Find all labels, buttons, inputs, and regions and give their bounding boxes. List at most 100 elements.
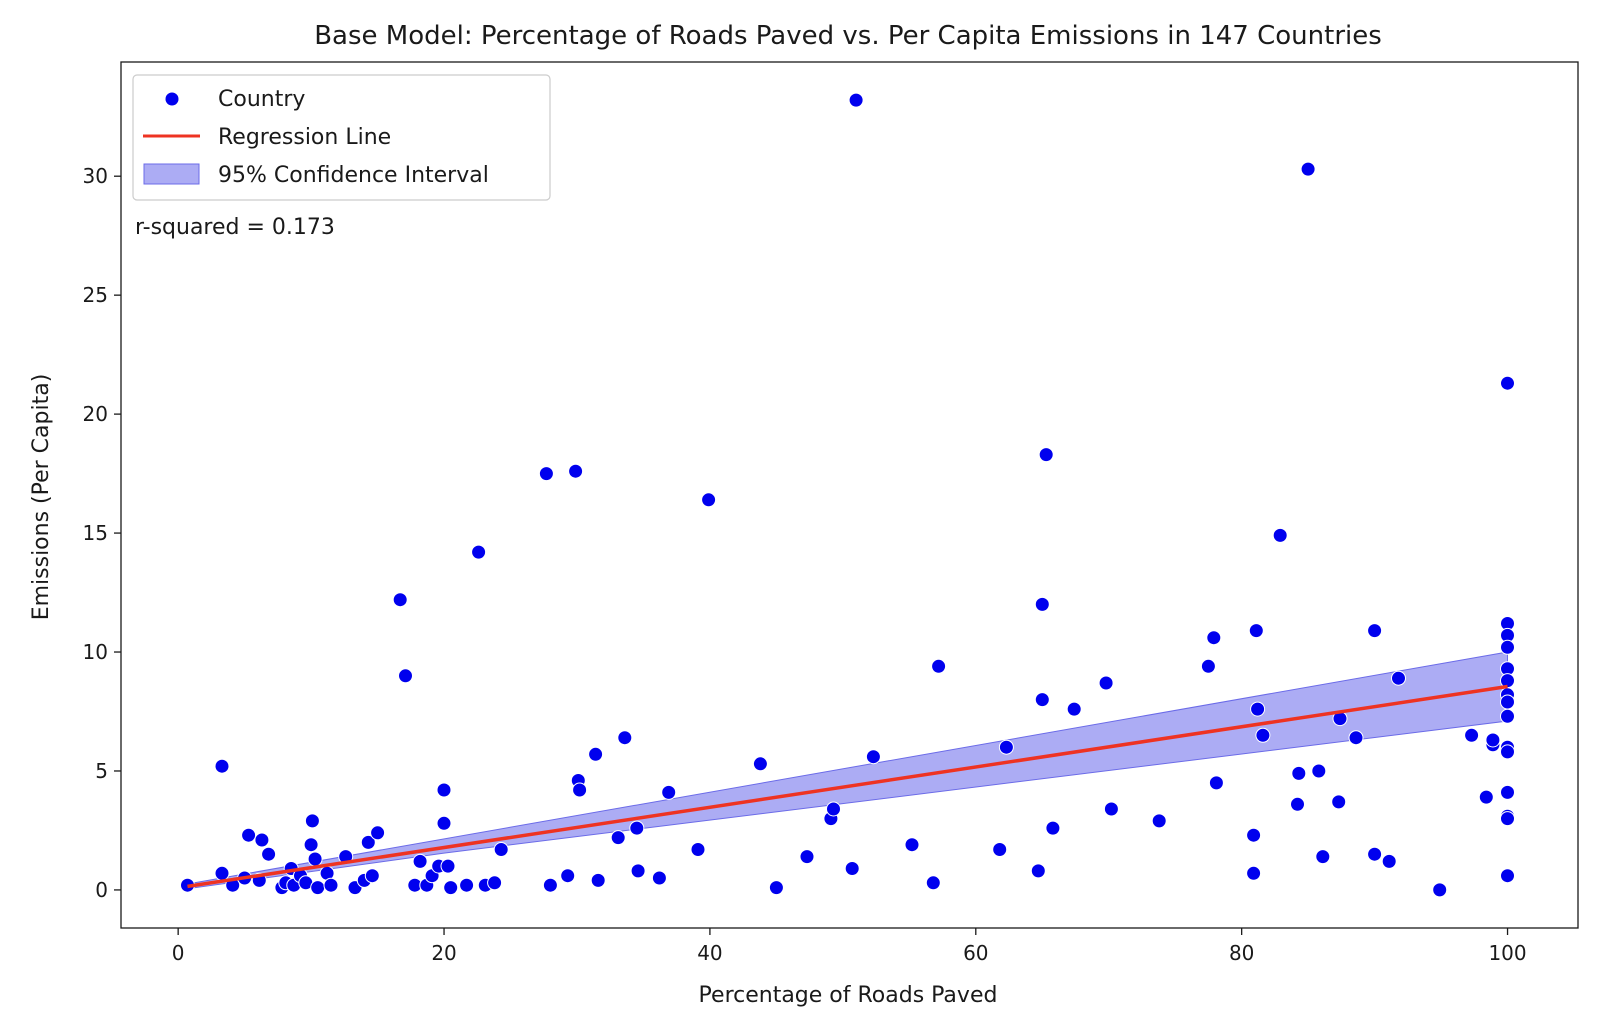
data-point bbox=[1291, 765, 1307, 781]
r-squared-annotation: r-squared = 0.173 bbox=[135, 215, 335, 240]
data-point bbox=[261, 846, 277, 862]
legend-marker-country bbox=[165, 92, 179, 106]
data-point bbox=[1391, 670, 1406, 686]
confidence-interval-layer bbox=[187, 651, 1508, 890]
data-point bbox=[392, 592, 408, 608]
data-point bbox=[661, 784, 677, 800]
data-point bbox=[992, 842, 1008, 857]
plot-area-frame bbox=[120, 61, 1579, 929]
y-tick-label: 20 bbox=[83, 402, 108, 426]
data-point bbox=[241, 827, 257, 843]
data-point bbox=[1151, 813, 1167, 829]
legend-label-regression: Regression Line bbox=[218, 125, 391, 150]
data-point bbox=[826, 801, 841, 817]
regression-line bbox=[187, 684, 1508, 889]
data-point bbox=[1478, 789, 1494, 805]
legend-patch-ci bbox=[143, 163, 200, 185]
data-point bbox=[1500, 694, 1515, 710]
data-point bbox=[1250, 701, 1266, 717]
confidence-interval-band bbox=[187, 651, 1508, 890]
data-point bbox=[572, 782, 588, 798]
y-tick-label: 30 bbox=[83, 164, 108, 188]
data-point bbox=[768, 880, 784, 896]
data-point bbox=[998, 739, 1014, 755]
data-point bbox=[538, 466, 554, 482]
data-point bbox=[493, 842, 509, 857]
x-tick-label: 100 bbox=[1488, 941, 1526, 965]
data-point bbox=[630, 863, 646, 879]
data-point bbox=[412, 853, 428, 869]
data-point bbox=[1311, 763, 1327, 779]
data-point bbox=[459, 877, 475, 893]
y-axis-ticks: 0 5 10 15 20 25 30 bbox=[83, 164, 121, 902]
data-point bbox=[629, 820, 645, 836]
data-points-layer bbox=[180, 92, 1515, 898]
data-point bbox=[1206, 630, 1222, 646]
data-point bbox=[1248, 623, 1264, 639]
data-point bbox=[1485, 732, 1501, 748]
y-tick-label: 5 bbox=[95, 759, 108, 783]
data-point bbox=[1464, 727, 1480, 743]
data-point bbox=[617, 730, 633, 746]
data-point bbox=[1500, 868, 1515, 884]
data-point bbox=[590, 872, 606, 888]
data-point bbox=[1030, 863, 1046, 879]
data-point bbox=[1500, 375, 1515, 391]
x-tick-label: 0 bbox=[172, 941, 185, 965]
x-tick-label: 40 bbox=[697, 941, 722, 965]
data-point bbox=[440, 858, 456, 874]
data-point bbox=[1066, 701, 1082, 717]
x-tick-label: 80 bbox=[1229, 941, 1254, 965]
x-axis-label: Percentage of Roads Paved bbox=[699, 983, 998, 1008]
y-tick-label: 10 bbox=[83, 640, 108, 664]
data-point bbox=[1367, 623, 1383, 639]
data-point bbox=[1500, 784, 1515, 800]
data-point bbox=[752, 756, 768, 772]
legend: Country Regression Line 95% Confidence I… bbox=[132, 74, 551, 201]
data-point bbox=[370, 825, 386, 841]
legend-box bbox=[132, 74, 551, 201]
data-point bbox=[542, 877, 558, 893]
data-point bbox=[1272, 527, 1288, 543]
data-point bbox=[360, 834, 376, 850]
data-point bbox=[443, 880, 459, 896]
x-tick-label: 60 bbox=[963, 941, 988, 965]
data-point bbox=[1290, 796, 1305, 812]
data-point bbox=[1500, 708, 1515, 724]
data-point bbox=[310, 880, 326, 896]
x-tick-label: 20 bbox=[431, 941, 456, 965]
data-point bbox=[1246, 827, 1262, 843]
data-point bbox=[436, 782, 452, 798]
data-point bbox=[1246, 865, 1262, 881]
y-tick-label: 0 bbox=[95, 878, 108, 902]
data-point bbox=[690, 842, 706, 857]
data-point bbox=[844, 861, 860, 876]
data-point bbox=[588, 746, 604, 762]
data-point bbox=[1255, 727, 1271, 743]
data-point bbox=[214, 865, 230, 881]
data-point bbox=[799, 849, 815, 865]
data-point bbox=[848, 92, 864, 108]
data-point bbox=[471, 544, 487, 560]
data-point bbox=[398, 668, 413, 684]
data-point bbox=[436, 815, 452, 831]
data-point bbox=[560, 868, 576, 884]
data-point bbox=[1500, 639, 1515, 655]
regression-line-layer bbox=[187, 684, 1508, 889]
y-axis-label: Emissions (Per Capita) bbox=[29, 374, 54, 621]
data-point bbox=[865, 749, 881, 765]
data-point bbox=[1300, 161, 1316, 177]
data-point bbox=[1103, 801, 1119, 817]
data-point bbox=[214, 758, 230, 774]
legend-label-country: Country bbox=[218, 87, 305, 112]
data-point bbox=[304, 813, 320, 829]
data-point bbox=[1367, 846, 1383, 862]
data-point bbox=[651, 870, 667, 886]
data-point bbox=[1331, 794, 1347, 810]
data-point bbox=[931, 658, 947, 674]
data-point bbox=[925, 875, 941, 891]
data-point bbox=[1348, 730, 1364, 746]
data-point bbox=[364, 868, 380, 884]
data-point bbox=[1034, 596, 1050, 612]
